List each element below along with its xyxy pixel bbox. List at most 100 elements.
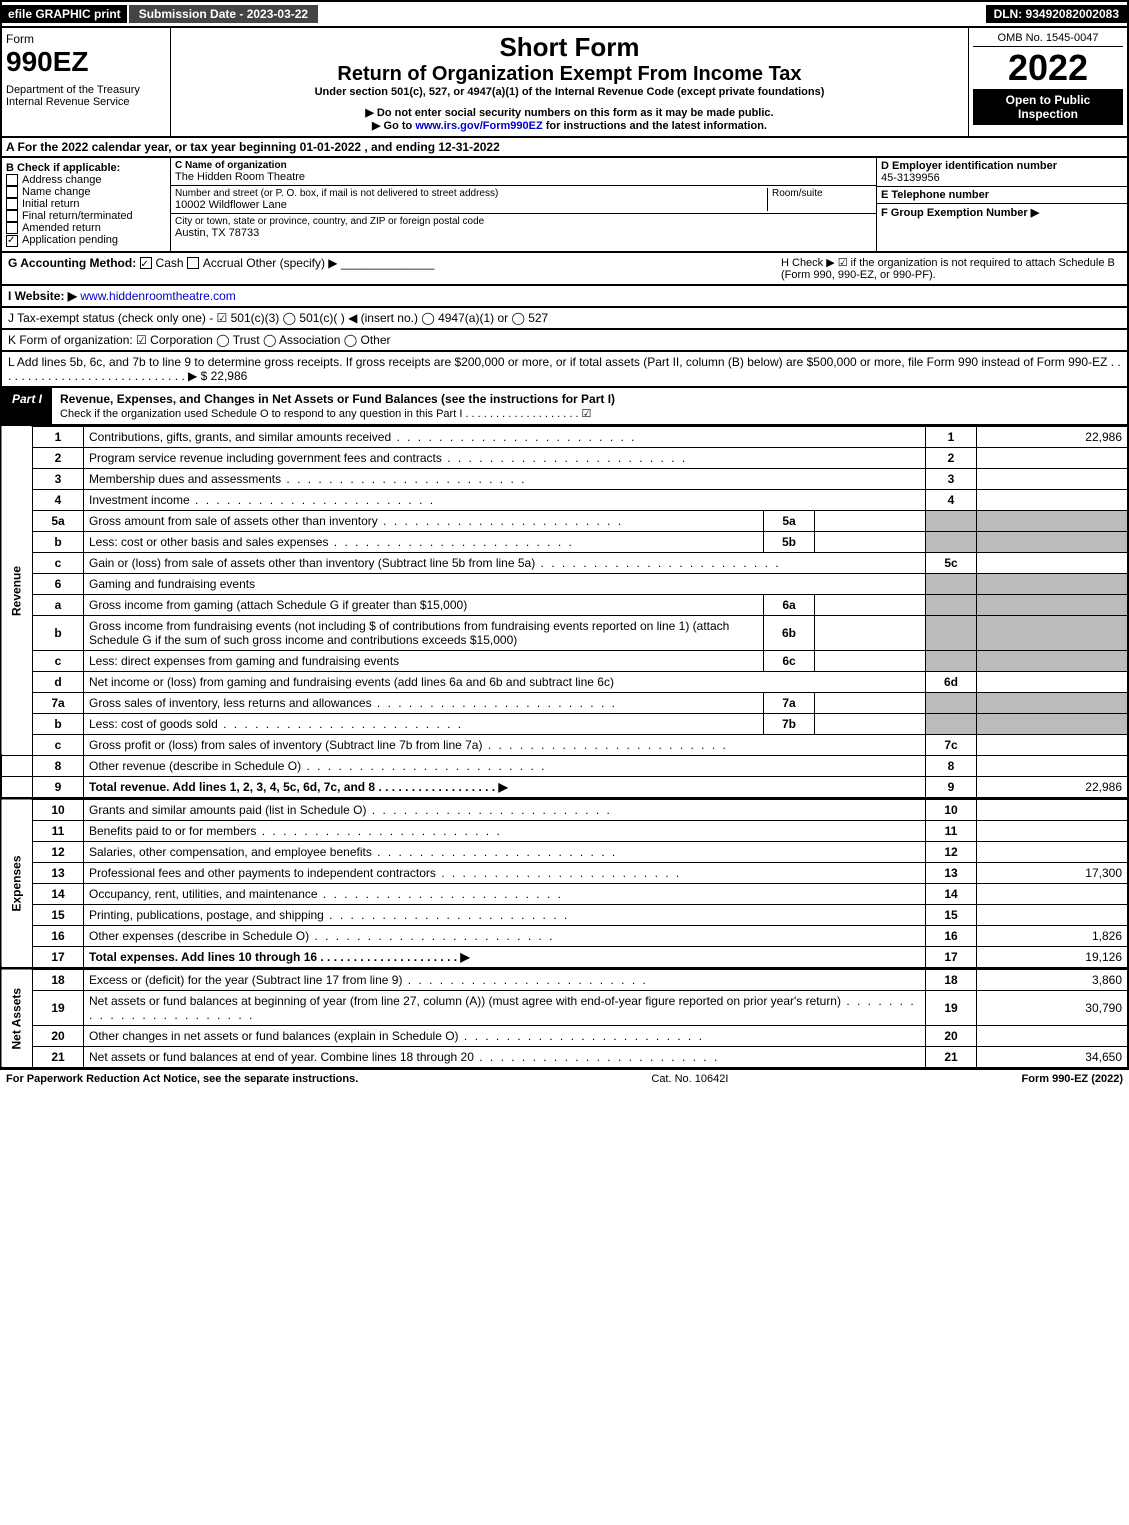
ssn-warning: ▶ Do not enter social security numbers o… [175,106,964,119]
line-5b-val-shaded [977,531,1129,552]
line-5a-num: 5a [33,510,84,531]
short-form-title: Short Form [175,32,964,63]
row-i: I Website: ▶ www.hiddenroomtheatre.com [0,286,1129,308]
line-17-desc: Total expenses. Add lines 10 through 16 … [89,950,470,964]
line-20-ref: 20 [926,1025,977,1046]
website-link[interactable]: www.hiddenroomtheatre.com [80,289,235,303]
top-bar: efile GRAPHIC print Submission Date - 20… [0,0,1129,28]
return-title: Return of Organization Exempt From Incom… [175,63,964,86]
part-1-title: Revenue, Expenses, and Changes in Net As… [60,392,615,406]
net-assets-table: Net Assets 18 Excess or (deficit) for th… [0,969,1129,1069]
org-name-label: C Name of organization [175,160,872,171]
line-21-val: 34,650 [977,1046,1129,1068]
address-change-checkbox[interactable] [6,174,18,186]
application-pending-checkbox[interactable] [6,235,18,247]
accounting-label: G Accounting Method: [8,256,136,270]
line-4-desc: Investment income [89,493,435,507]
line-13-val: 17,300 [977,862,1129,883]
line-21-desc: Net assets or fund balances at end of ye… [89,1050,719,1064]
line-7c-val [977,734,1129,755]
line-5b-num: b [33,531,84,552]
line-7a-desc: Gross sales of inventory, less returns a… [89,696,617,710]
box-def: D Employer identification number 45-3139… [876,158,1127,251]
line-19-ref: 19 [926,990,977,1025]
ein-label: D Employer identification number [881,160,1123,172]
line-6c-num: c [33,650,84,671]
submission-date: Submission Date - 2023-03-22 [129,5,318,23]
line-6b-val-shaded [977,615,1129,650]
line-5a-desc: Gross amount from sale of assets other t… [89,514,623,528]
irs-label: Internal Revenue Service [6,96,166,108]
line-7a-subval [815,692,926,713]
line-19-desc: Net assets or fund balances at beginning… [89,994,916,1022]
line-20-desc: Other changes in net assets or fund bala… [89,1029,704,1043]
line-11-ref: 11 [926,820,977,841]
line-2-num: 2 [33,447,84,468]
line-5b-sub: 5b [764,531,815,552]
part-1-sub: Check if the organization used Schedule … [60,408,591,420]
accrual-checkbox[interactable] [187,257,199,269]
line-6c-val-shaded [977,650,1129,671]
footer-mid: Cat. No. 10642I [651,1073,728,1085]
accrual-label: Accrual [203,256,243,270]
amended-return-checkbox[interactable] [6,222,18,234]
line-1-desc: Contributions, gifts, grants, and simila… [89,430,637,444]
line-11-num: 11 [33,820,84,841]
line-18-val: 3,860 [977,969,1129,990]
line-5c-val [977,552,1129,573]
initial-return-checkbox[interactable] [6,198,18,210]
form-word: Form [6,32,166,46]
line-7b-ref-shaded [926,713,977,734]
footer: For Paperwork Reduction Act Notice, see … [0,1069,1129,1088]
line-9-val: 22,986 [977,776,1129,798]
name-change-checkbox[interactable] [6,186,18,198]
irs-link[interactable]: www.irs.gov/Form990EZ [415,120,542,132]
application-pending-label: Application pending [22,234,118,246]
line-6-ref-shaded [926,573,977,594]
tax-year: 2022 [973,47,1123,89]
open-public-box: Open to Public Inspection [973,89,1123,125]
footer-right: Form 990-EZ (2022) [1022,1073,1123,1085]
line-21-num: 21 [33,1046,84,1068]
line-7c-ref: 7c [926,734,977,755]
line-8-val [977,755,1129,776]
line-8-num: 8 [33,755,84,776]
box-b-label: B Check if applicable: [6,162,166,174]
line-11-desc: Benefits paid to or for members [89,824,502,838]
city-label: City or town, state or province, country… [175,216,872,227]
section-a: A For the 2022 calendar year, or tax yea… [0,138,1129,158]
part-1-header: Part I Revenue, Expenses, and Changes in… [0,388,1129,426]
cash-checkbox[interactable] [140,257,152,269]
line-7b-num: b [33,713,84,734]
line-6a-val-shaded [977,594,1129,615]
line-6c-subval [815,650,926,671]
line-6b-ref-shaded [926,615,977,650]
form-header: Form 990EZ Department of the Treasury In… [0,28,1129,138]
line-6a-desc: Gross income from gaming (attach Schedul… [84,594,764,615]
line-18-ref: 18 [926,969,977,990]
line-12-val [977,841,1129,862]
address-change-label: Address change [22,174,102,186]
goto-pre: ▶ Go to [372,120,415,132]
line-6d-num: d [33,671,84,692]
line-5c-desc: Gain or (loss) from sale of assets other… [89,556,781,570]
row-j: J Tax-exempt status (check only one) - ☑… [0,308,1129,330]
line-5b-desc: Less: cost or other basis and sales expe… [89,535,574,549]
line-5a-ref-shaded [926,510,977,531]
row-gh: G Accounting Method: Cash Accrual Other … [0,253,1129,286]
line-5c-num: c [33,552,84,573]
line-4-num: 4 [33,489,84,510]
line-18-desc: Excess or (deficit) for the year (Subtra… [89,973,648,987]
part-1-label: Part I [2,388,52,424]
line-1-num: 1 [33,426,84,447]
line-12-desc: Salaries, other compensation, and employ… [89,845,617,859]
efile-print-label[interactable]: efile GRAPHIC print [2,5,127,23]
line-10-desc: Grants and similar amounts paid (list in… [89,803,612,817]
line-7b-sub: 7b [764,713,815,734]
revenue-table: Revenue 1 Contributions, gifts, grants, … [0,426,1129,799]
line-14-num: 14 [33,883,84,904]
final-return-checkbox[interactable] [6,210,18,222]
line-5b-ref-shaded [926,531,977,552]
street-value: 10002 Wildflower Lane [175,199,767,211]
org-info-block: B Check if applicable: Address change Na… [0,158,1129,253]
